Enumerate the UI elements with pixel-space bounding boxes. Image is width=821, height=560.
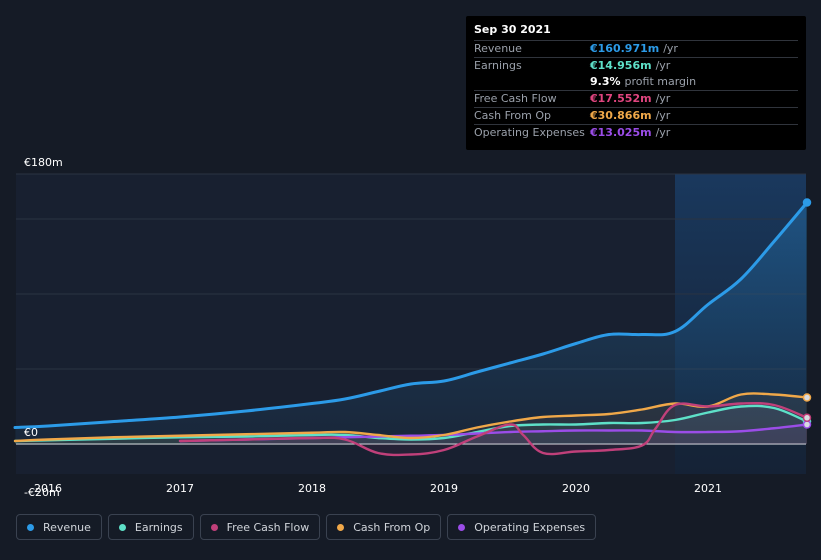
legend-item-earnings[interactable]: Earnings <box>107 514 194 540</box>
revenue-line <box>13 201 809 429</box>
tooltip-unit: /yr <box>655 109 671 122</box>
tooltip-unit: /yr <box>655 59 671 72</box>
x-axis-labels: 2016 2017 2018 2019 2020 2021 <box>34 482 722 495</box>
tooltip-value: 9.3% <box>590 75 621 88</box>
x-tick-label: 2019 <box>430 482 458 495</box>
x-tick-label: 2018 <box>298 482 326 495</box>
tooltip-label: Cash From Op <box>474 109 552 122</box>
free-cash-flow-line <box>178 401 809 457</box>
legend-label: Revenue <box>43 520 91 534</box>
cash-from-op-end-point <box>802 393 812 402</box>
legend-dot-icon <box>27 523 34 531</box>
legend-label: Operating Expenses <box>474 520 586 534</box>
tooltip-label: Free Cash Flow <box>474 92 557 105</box>
legend-dot-icon <box>118 523 126 531</box>
tooltip-row-free-cash-flow: Free Cash Flow €17.552m /yr <box>474 91 798 108</box>
legend-item-cash-from-op[interactable]: Cash From Op <box>326 514 442 540</box>
y-tick-label: €0 <box>24 426 38 439</box>
legend-item-free-cash-flow[interactable]: Free Cash Flow <box>199 514 321 540</box>
tooltip-label: Earnings <box>474 59 522 72</box>
tooltip-row-revenue: Revenue €160.971m /yr <box>474 41 798 58</box>
revenue-area <box>15 202 807 444</box>
tooltip-value: €30.866m <box>590 109 652 122</box>
operating-expenses-end-point <box>802 420 812 429</box>
x-tick-label: 2017 <box>166 482 194 495</box>
chart-legend: Revenue Earnings Free Cash Flow Cash Fro… <box>16 514 597 540</box>
legend-dot-icon <box>210 523 218 531</box>
tooltip-unit: profit margin <box>624 75 697 88</box>
y-axis-labels: €180m €0 -€20m <box>24 156 63 499</box>
tooltip-value: €160.971m <box>590 42 660 55</box>
x-tick-label: 2020 <box>562 482 590 495</box>
tooltip-row-operating-expenses: Operating Expenses €13.025m /yr <box>474 125 798 141</box>
tooltip-label: Operating Expenses <box>474 126 585 139</box>
tooltip-label: Revenue <box>474 42 522 55</box>
tooltip-row-profit-margin: 9.3% profit margin <box>474 74 798 91</box>
legend-label: Earnings <box>134 520 183 534</box>
revenue-end-point <box>802 198 812 207</box>
tooltip-unit: /yr <box>655 92 671 105</box>
tooltip-label <box>474 74 590 90</box>
legend-label: Cash From Op <box>353 520 431 534</box>
legend-dot-icon <box>458 523 466 531</box>
y-tick-label: -€20m <box>24 486 60 499</box>
free-cash-flow-end-point <box>802 413 812 422</box>
data-tooltip: Sep 30 2021 Revenue €160.971m /yr Earnin… <box>466 16 806 150</box>
legend-dot-icon <box>337 523 345 531</box>
tooltip-unit: /yr <box>655 126 671 139</box>
tooltip-row-earnings: Earnings €14.956m /yr <box>474 58 798 74</box>
x-tick-label: 2021 <box>694 482 722 495</box>
x-tick-label: 2016 <box>34 482 62 495</box>
legend-item-revenue[interactable]: Revenue <box>16 514 102 540</box>
y-tick-label: €180m <box>24 156 63 169</box>
tooltip-value: €14.956m <box>590 59 652 72</box>
tooltip-row-cash-from-op: Cash From Op €30.866m /yr <box>474 108 798 125</box>
legend-label: Free Cash Flow <box>226 520 310 534</box>
series-lines <box>13 201 809 457</box>
tooltip-value: €13.025m <box>590 126 652 139</box>
tooltip-unit: /yr <box>663 42 678 55</box>
legend-item-operating-expenses[interactable]: Operating Expenses <box>447 514 597 540</box>
tooltip-date: Sep 30 2021 <box>474 22 798 41</box>
tooltip-value: €17.552m <box>590 92 652 105</box>
series-end-markers <box>802 198 812 429</box>
